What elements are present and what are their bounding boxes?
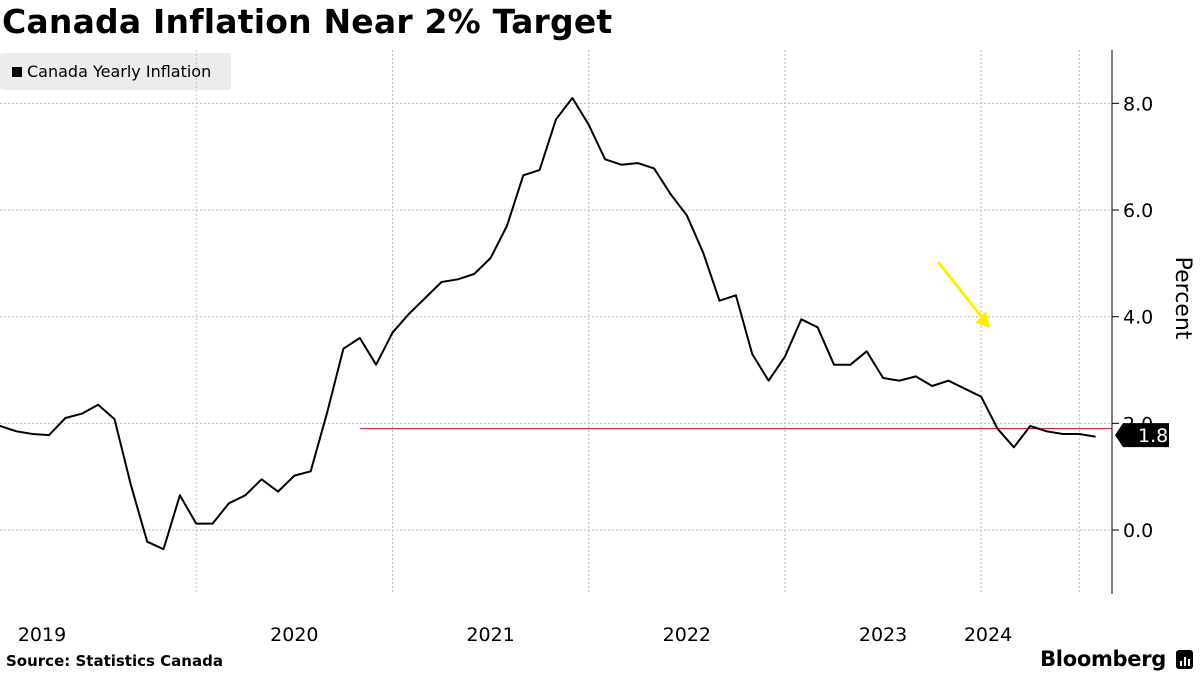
x-tick-label: 2024 bbox=[964, 624, 1012, 646]
grid bbox=[0, 50, 1112, 594]
series-line-canada-yearly-inflation bbox=[0, 97, 1096, 551]
last-value-label: 1.8 bbox=[1138, 425, 1168, 447]
x-tick-label: 2021 bbox=[466, 624, 514, 646]
arrow-shaft bbox=[937, 261, 990, 327]
chart-title: Canada Inflation Near 2% Target bbox=[2, 2, 613, 41]
x-tick-label: 2019 bbox=[18, 624, 66, 646]
brand-logo: Bloomberg bbox=[1040, 647, 1166, 671]
annotations: 1.8 bbox=[937, 261, 1169, 448]
series-group bbox=[0, 97, 1096, 551]
arrow-head bbox=[975, 311, 990, 328]
source-note: Source: Statistics Canada bbox=[6, 652, 223, 670]
legend-label: Canada Yearly Inflation bbox=[27, 62, 212, 81]
y-axis-label: Percent bbox=[1170, 257, 1195, 340]
y-tick-label: 4.0 bbox=[1123, 307, 1153, 329]
last-value-tag bbox=[1115, 423, 1169, 448]
y-tick-label: 0.0 bbox=[1123, 520, 1153, 542]
x-tick-label: 2023 bbox=[859, 624, 907, 646]
y-tick-label: 8.0 bbox=[1123, 93, 1153, 115]
x-axis: 2019 2020 2021 2022 2023 2024 bbox=[18, 624, 1012, 646]
x-tick-label: 2022 bbox=[663, 624, 711, 646]
x-tick-label: 2020 bbox=[270, 624, 318, 646]
legend-swatch bbox=[12, 66, 22, 77]
bar-chart-icon bbox=[1176, 650, 1193, 669]
legend: Canada Yearly Inflation bbox=[0, 53, 231, 90]
y-tick-label: 6.0 bbox=[1123, 200, 1153, 222]
